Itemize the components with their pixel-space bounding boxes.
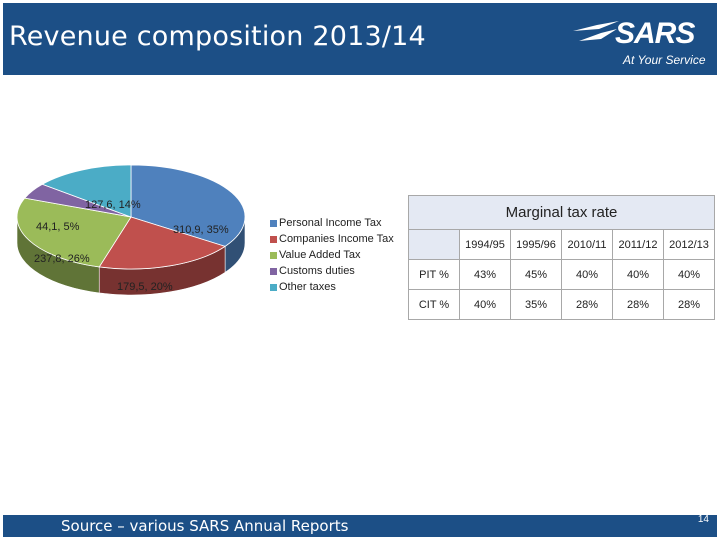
row-header: CIT % [408, 289, 460, 320]
column-header: 1994/95 [459, 229, 511, 260]
legend-swatch [270, 219, 277, 227]
sars-logo-mark [573, 21, 619, 41]
table-cell: 28% [612, 289, 664, 320]
source-note: Source – various SARS Annual Reports [61, 517, 349, 535]
pie-data-label: 237,8, 26% [34, 253, 90, 265]
pie-data-label: 127,6, 14% [85, 199, 141, 211]
logo-tagline: At Your Service [623, 53, 706, 67]
table-cell: 35% [510, 289, 562, 320]
pie-slice [130, 164, 246, 247]
table-header-row: 1994/95 1995/96 2010/11 2011/12 2012/13 [408, 229, 715, 260]
column-header: 2010/11 [561, 229, 613, 260]
table-cell: 40% [459, 289, 511, 320]
table-cell: 40% [663, 259, 715, 290]
pie-slice [98, 216, 227, 270]
legend-item: Customs duties [270, 263, 394, 279]
table-cell: 45% [510, 259, 562, 290]
table-cell: 28% [663, 289, 715, 320]
legend-label: Companies Income Tax [279, 233, 394, 245]
legend-item: Companies Income Tax [270, 231, 394, 247]
table-cell: 43% [459, 259, 511, 290]
column-header: 1995/96 [510, 229, 562, 260]
logo-wordmark: SARS [615, 17, 695, 50]
marginal-tax-rate-table: Marginal tax rate 1994/95 1995/96 2010/1… [408, 195, 715, 320]
page-number: 14 [697, 514, 709, 525]
legend-swatch [270, 251, 277, 259]
legend-label: Value Added Tax [279, 249, 361, 261]
legend-swatch [270, 235, 277, 243]
sars-logo: SARS At Your Service [571, 15, 715, 67]
table-cell: 28% [561, 289, 613, 320]
pie-slice [41, 164, 132, 218]
column-header: 2012/13 [663, 229, 715, 260]
column-header: 2011/12 [612, 229, 664, 260]
table-row: PIT % 43% 45% 40% 40% 40% [408, 259, 715, 290]
footer-bar: Source – various SARS Annual Reports 14 [3, 514, 717, 537]
legend-label: Other taxes [279, 281, 336, 293]
row-header: PIT % [408, 259, 460, 290]
legend-label: Customs duties [279, 265, 355, 277]
header-bar: Revenue composition 2013/14 SARS At Your… [3, 3, 717, 75]
pie-slice [16, 197, 132, 268]
pie-legend: Personal Income Tax Companies Income Tax… [270, 215, 394, 295]
pie-data-label: 179,5, 20% [117, 281, 173, 293]
table-cell: 40% [561, 259, 613, 290]
legend-label: Personal Income Tax [279, 217, 382, 229]
revenue-pie-chart [16, 164, 246, 296]
table-cell: 40% [612, 259, 664, 290]
legend-item: Personal Income Tax [270, 215, 394, 231]
table-caption-row: Marginal tax rate [408, 195, 715, 230]
table-row: CIT % 40% 35% 28% 28% 28% [408, 289, 715, 320]
table-corner-cell [408, 229, 460, 260]
legend-item: Other taxes [270, 279, 394, 295]
table-title: Marginal tax rate [408, 195, 715, 230]
pie-data-label: 310,9, 35% [173, 224, 229, 236]
legend-swatch [270, 283, 277, 291]
legend-item: Value Added Tax [270, 247, 394, 263]
slide-title: Revenue composition 2013/14 [9, 21, 426, 52]
pie-data-label: 44,1, 5% [36, 221, 80, 233]
legend-swatch [270, 267, 277, 275]
content-panel: 310,9, 35% 179,5, 20% 237,8, 26% 44,1, 5… [3, 75, 717, 515]
